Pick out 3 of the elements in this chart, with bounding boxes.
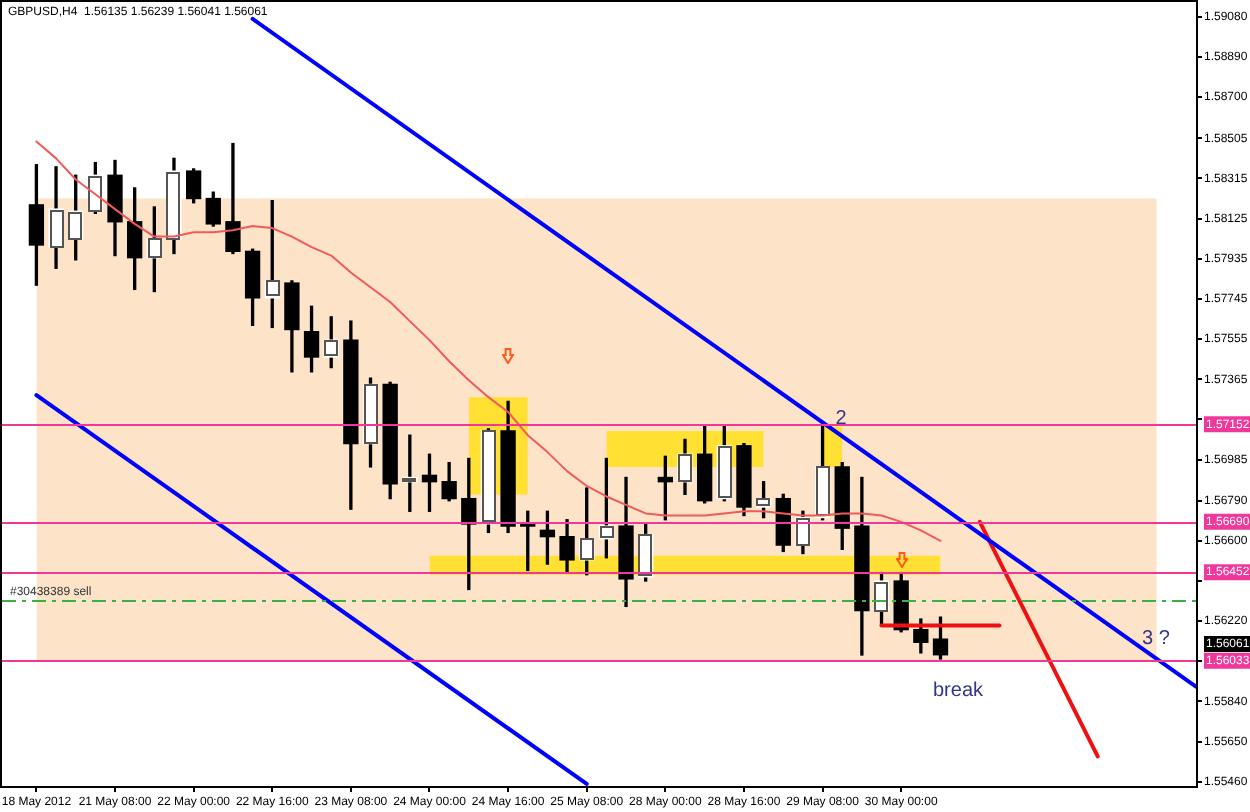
annotation: 2 [835, 407, 848, 430]
annotation: break [932, 679, 986, 702]
annotation: 3 ? [1142, 627, 1171, 650]
